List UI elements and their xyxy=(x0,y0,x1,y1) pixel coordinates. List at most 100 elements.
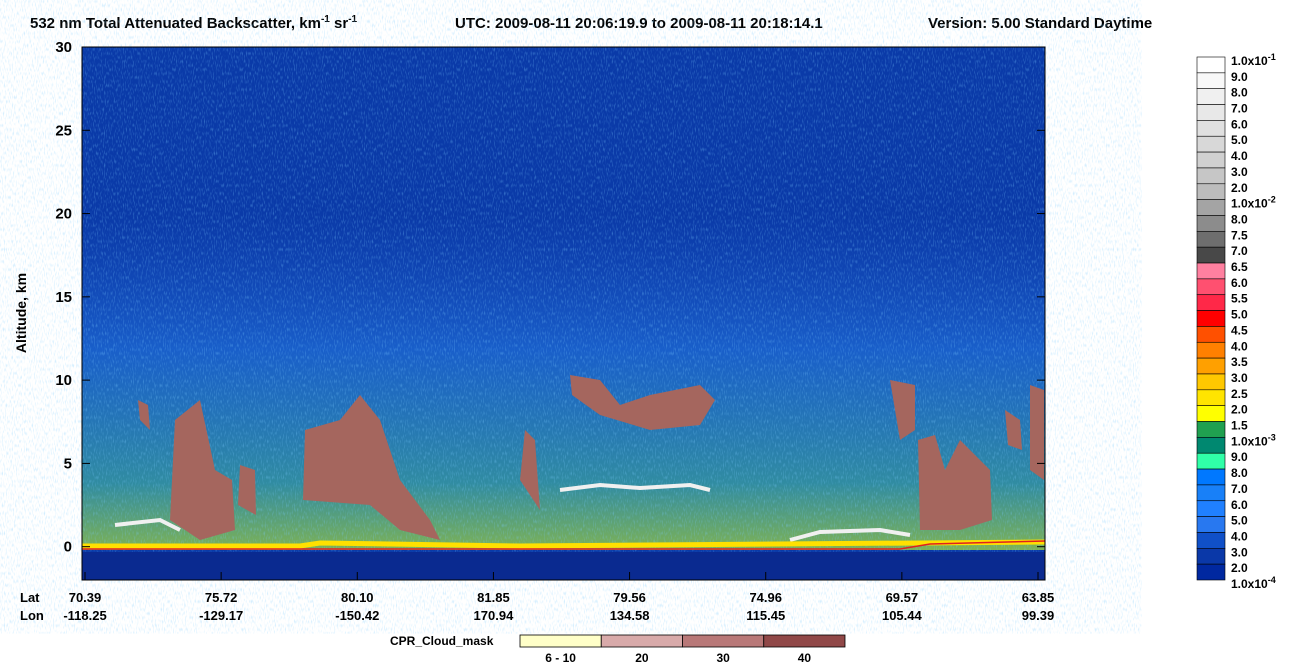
lat-label: 79.56 xyxy=(613,590,646,605)
colorbar-swatch xyxy=(1196,484,1226,502)
y-tick-label: 20 xyxy=(55,206,72,223)
colorbar-label: 4.0 xyxy=(1231,529,1248,543)
colorbar-label: 4.0 xyxy=(1231,339,1248,353)
colorbar-swatch xyxy=(1196,389,1226,406)
cloud-mask-swatch xyxy=(519,634,602,648)
row-label: Lat xyxy=(20,590,40,605)
cloud xyxy=(1030,385,1044,480)
lat-label: 74.96 xyxy=(749,590,782,605)
colorbar-label: 3.0 xyxy=(1231,165,1248,179)
title-exp: -1 xyxy=(348,14,357,25)
colorbar-swatch xyxy=(1196,183,1226,200)
colorbar-exponent: -3 xyxy=(1268,432,1276,442)
cloud xyxy=(1005,410,1022,450)
colorbar-swatch xyxy=(1196,421,1226,438)
colorbar-label: 1.0x10-3 xyxy=(1231,432,1276,448)
colorbar-exponent: -4 xyxy=(1268,575,1276,585)
cloud-mask-label: 20 xyxy=(635,651,649,665)
colorbar-swatch xyxy=(1196,468,1226,486)
colorbar-swatch xyxy=(1196,215,1226,232)
cloud xyxy=(238,465,256,515)
colorbar-label: 8.0 xyxy=(1231,86,1248,100)
lat-label: 81.85 xyxy=(477,590,510,605)
surface xyxy=(82,539,1046,549)
title-text: 532 nm Total Attenuated Backscatter, km xyxy=(30,15,321,32)
colorbar-label: 7.0 xyxy=(1231,102,1248,116)
cloud xyxy=(570,375,715,430)
colorbar-swatch xyxy=(1196,516,1226,533)
colorbar-exponent: -1 xyxy=(1268,52,1276,62)
colorbar-swatch xyxy=(1196,88,1226,105)
colorbar-swatch xyxy=(1196,151,1226,169)
lat-label: 63.85 xyxy=(1022,590,1055,605)
colorbar-label: 7.0 xyxy=(1231,244,1248,258)
lat-label: 69.57 xyxy=(886,590,919,605)
colorbar-label: 6.0 xyxy=(1231,276,1248,290)
cloud-mask-swatch xyxy=(682,634,765,648)
lat-label: 75.72 xyxy=(205,590,238,605)
y-tick-label: 0 xyxy=(64,539,72,556)
colorbar-label: 6.5 xyxy=(1231,260,1248,274)
colorbar-swatch xyxy=(1196,120,1226,137)
colorbar-swatch xyxy=(1196,199,1226,216)
colorbar-swatch xyxy=(1196,104,1226,121)
colorbar-swatch xyxy=(1196,262,1226,280)
lon-label: 134.58 xyxy=(610,608,650,623)
lon-label: -150.42 xyxy=(335,608,379,623)
colorbar-swatch xyxy=(1196,548,1226,565)
y-axis-label: Altitude, km xyxy=(13,273,29,353)
colorbar-label: 4.5 xyxy=(1231,323,1248,337)
colorbar-label: 2.5 xyxy=(1231,387,1248,401)
colorbar-label: 3.0 xyxy=(1231,371,1248,385)
title: 532 nm Total Attenuated Backscatter, km -… xyxy=(30,14,358,32)
colorbar-label: 5.0 xyxy=(1231,133,1248,147)
colorbar-label: 1.0x10-4 xyxy=(1231,575,1276,591)
colorbar-label: 6.0 xyxy=(1231,117,1248,131)
cloud xyxy=(520,430,540,510)
clouds xyxy=(138,375,1044,540)
colorbar-swatch xyxy=(1196,246,1226,264)
lon-label: -129.17 xyxy=(199,608,243,623)
colorbar-label: 4.0 xyxy=(1231,149,1248,163)
lat-label: 80.10 xyxy=(341,590,374,605)
cloud-mask-label: 40 xyxy=(798,651,812,665)
colorbar-swatch xyxy=(1196,278,1226,296)
cloud xyxy=(890,380,915,440)
cloud-mask-title: CPR_Cloud_mask xyxy=(390,634,494,648)
colorbar-label: 5.0 xyxy=(1231,308,1248,322)
colorbar-swatch xyxy=(1196,452,1226,470)
surface-line xyxy=(82,540,1046,550)
row-label: Lon xyxy=(20,608,44,623)
colorbar-swatch xyxy=(1196,437,1226,454)
colorbar-label: 1.0x10-1 xyxy=(1231,52,1276,68)
colorbar-exponent: -2 xyxy=(1268,195,1276,205)
cloud-mask-label: 6 - 10 xyxy=(545,651,576,665)
colorbar-swatch xyxy=(1196,373,1226,391)
colorbar-label: 9.0 xyxy=(1231,450,1248,464)
colorbar-label: 2.0 xyxy=(1231,403,1248,417)
colorbar-swatch xyxy=(1196,56,1226,74)
lon-label: 105.44 xyxy=(882,608,923,623)
colorbar-label: 1.0x10-2 xyxy=(1231,195,1276,211)
plot-frame xyxy=(81,46,1046,581)
colorbar-label: 8.0 xyxy=(1231,466,1248,480)
colorbar-swatch xyxy=(1196,357,1226,375)
colorbar-swatch xyxy=(1196,231,1226,248)
lon-label: -118.25 xyxy=(63,608,106,623)
colorbar-swatch xyxy=(1196,167,1226,185)
title-time: UTC: 2009-08-11 20:06:19.9 to 2009-08-11… xyxy=(455,15,823,32)
cloud-mask-swatch xyxy=(763,634,846,648)
colorbar-label: 9.0 xyxy=(1231,70,1248,84)
y-tick-label: 15 xyxy=(55,289,72,306)
colorbar-label: 3.0 xyxy=(1231,545,1248,559)
cloud xyxy=(303,395,440,540)
colorbar-mantissa: 1.0x10 xyxy=(1231,197,1268,211)
colorbar-mantissa: 1.0x10 xyxy=(1231,434,1268,448)
y-tick-label: 5 xyxy=(64,455,72,472)
curtain xyxy=(82,47,1046,580)
colorbar-swatch xyxy=(1196,310,1226,327)
y-tick-label: 30 xyxy=(55,39,72,56)
lon-label: 170.94 xyxy=(474,608,515,623)
